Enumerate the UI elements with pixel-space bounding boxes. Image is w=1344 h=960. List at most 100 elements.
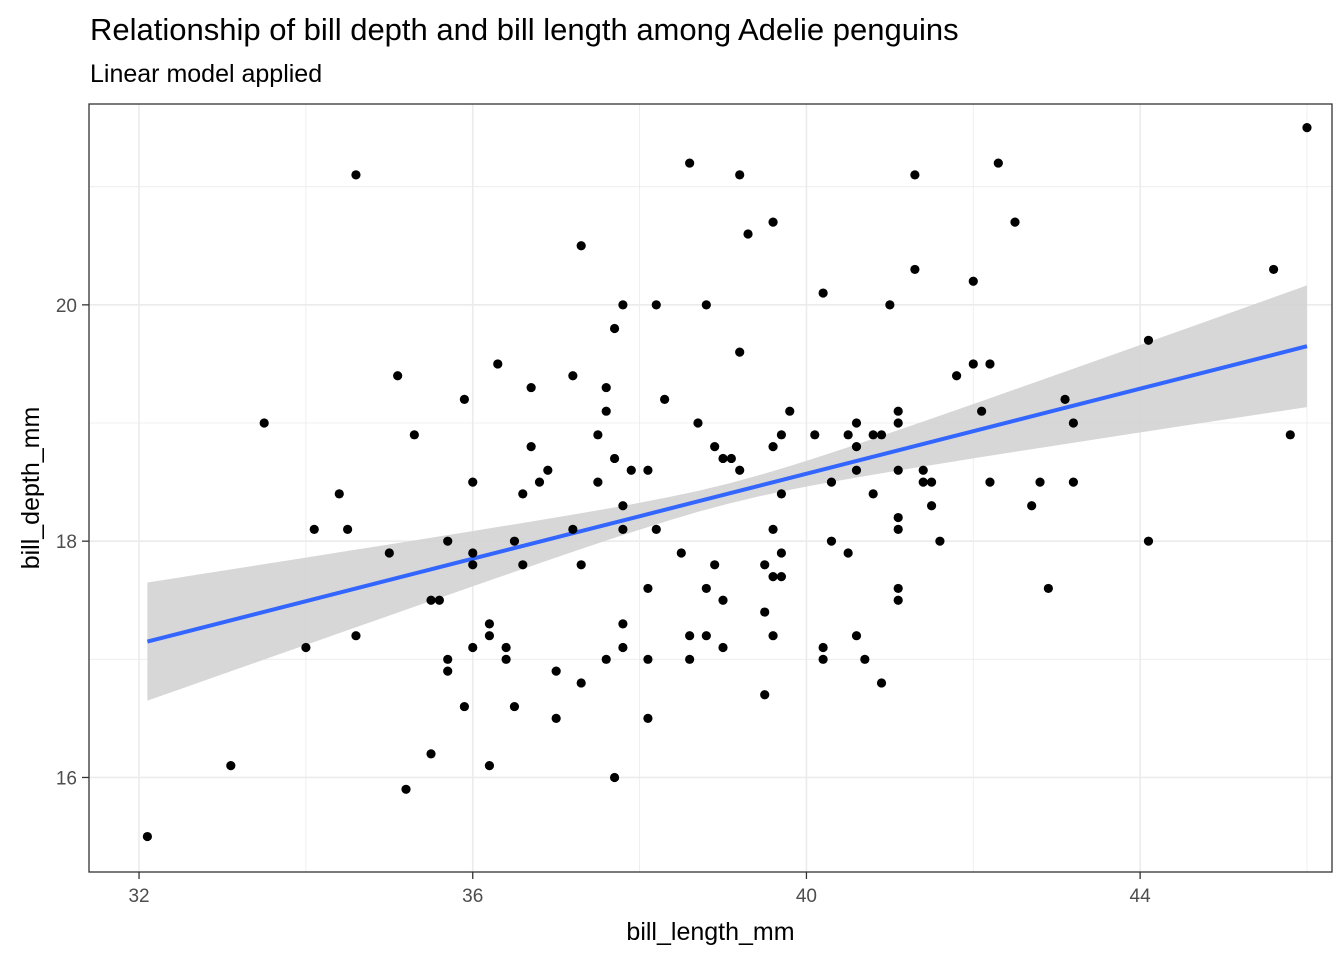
data-point [785, 406, 795, 416]
data-point [735, 465, 745, 475]
points-layer [142, 123, 1312, 842]
data-point [626, 465, 636, 475]
y-tick-label: 16 [56, 768, 77, 789]
data-point [776, 572, 787, 582]
y-tick-label: 18 [56, 532, 77, 553]
data-point [735, 347, 745, 357]
data-point [985, 359, 995, 369]
data-point [893, 595, 903, 605]
data-point [459, 394, 470, 404]
data-point [509, 536, 520, 546]
data-point [876, 678, 887, 688]
data-point [501, 654, 511, 664]
data-point [885, 300, 895, 310]
panel-border [88, 103, 1333, 873]
data-point [643, 465, 653, 475]
data-point [551, 666, 561, 676]
data-point [660, 394, 670, 404]
data-point [1302, 123, 1312, 133]
data-point [468, 642, 478, 653]
data-point [1060, 394, 1070, 404]
data-point [426, 749, 436, 759]
data-point [843, 548, 853, 558]
data-point [768, 631, 778, 641]
data-point [593, 430, 603, 440]
y-tick-label: 20 [56, 296, 77, 317]
data-point [718, 453, 728, 464]
data-point [893, 512, 903, 523]
data-point [693, 418, 703, 428]
data-point [309, 524, 319, 534]
data-point [409, 430, 419, 440]
data-point [760, 607, 770, 617]
data-point [685, 158, 695, 168]
data-point [484, 761, 495, 771]
panel-frame-layer [88, 103, 1333, 873]
data-point [701, 300, 711, 310]
data-point [351, 170, 361, 180]
data-point [826, 536, 837, 546]
data-point [810, 430, 820, 440]
data-point [735, 170, 745, 180]
data-point [1068, 418, 1078, 428]
data-point [768, 524, 778, 534]
data-point [568, 371, 578, 381]
data-point [818, 288, 828, 298]
data-point [718, 642, 728, 653]
data-point [968, 276, 978, 286]
data-point [443, 536, 453, 546]
data-point [685, 654, 695, 664]
data-point [643, 583, 653, 594]
data-point [551, 713, 561, 724]
data-point [393, 371, 403, 381]
data-point [851, 631, 862, 641]
data-point [468, 548, 478, 558]
data-point [910, 170, 920, 180]
data-point [468, 560, 478, 570]
data-point [993, 158, 1003, 168]
data-point [918, 465, 928, 475]
data-point [876, 430, 887, 440]
data-point [434, 595, 444, 605]
data-point [343, 524, 353, 534]
data-point [760, 560, 770, 570]
data-point [1269, 264, 1279, 275]
data-point [1143, 536, 1154, 546]
data-point [426, 595, 436, 605]
data-point [951, 371, 962, 381]
data-point [543, 465, 553, 475]
data-point [1027, 501, 1037, 511]
x-tick-label: 44 [1130, 886, 1152, 907]
data-point [568, 524, 578, 534]
chart-subtitle: Linear model applied [90, 60, 323, 88]
axis-layer: 32 36 40 44 16 18 20 [56, 296, 1151, 907]
data-point [1068, 477, 1078, 487]
data-point [893, 583, 903, 594]
data-point [851, 418, 862, 428]
data-point [601, 654, 611, 664]
data-point [142, 831, 152, 842]
data-point [1010, 217, 1020, 227]
data-point [818, 642, 828, 653]
data-point [851, 465, 862, 475]
data-point [768, 217, 778, 227]
data-point [468, 477, 478, 487]
data-point [743, 229, 753, 239]
data-point [935, 536, 945, 546]
data-point [926, 477, 937, 487]
y-axis-title: bill_depth_mm [17, 407, 45, 570]
data-point [518, 560, 528, 570]
data-point [226, 761, 236, 771]
data-point [601, 382, 611, 393]
data-point [776, 489, 787, 499]
data-point [918, 477, 928, 487]
data-point [818, 654, 828, 664]
data-point [985, 477, 995, 487]
data-point [643, 654, 653, 664]
grid-layer [89, 104, 1332, 872]
data-point [910, 264, 920, 275]
data-point [443, 666, 453, 676]
data-point [701, 583, 711, 594]
data-point [701, 631, 711, 641]
